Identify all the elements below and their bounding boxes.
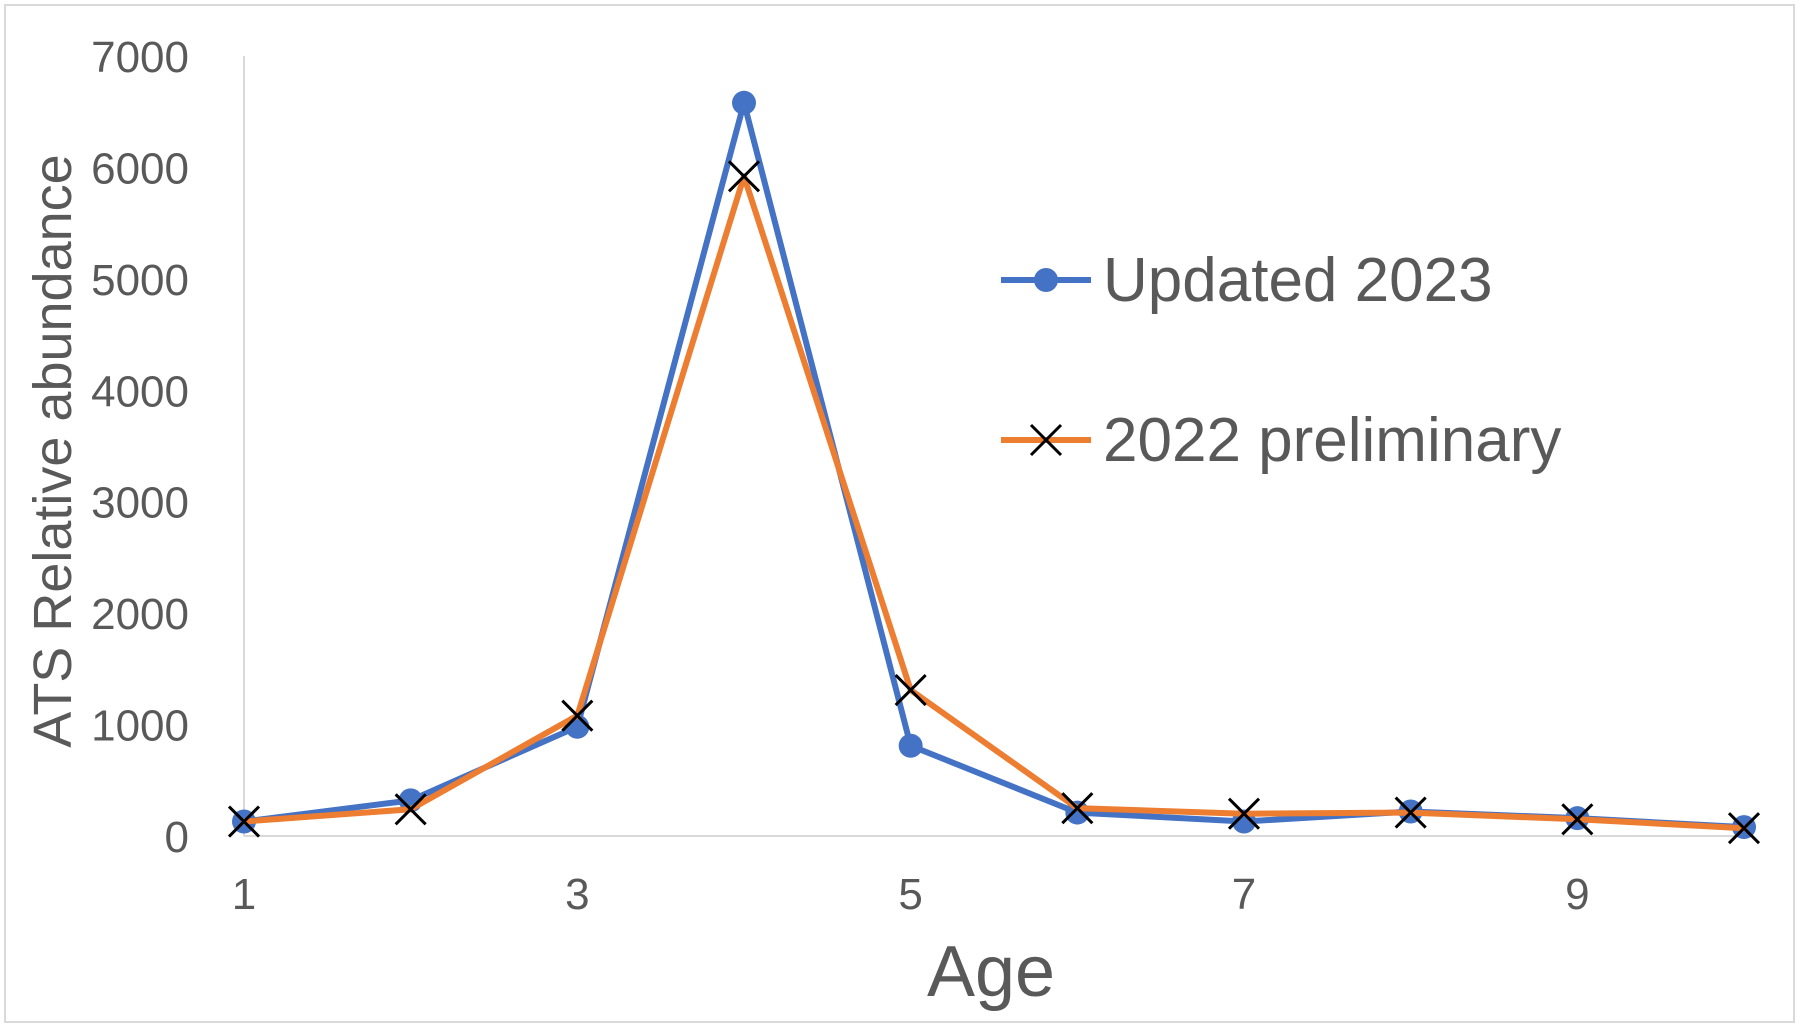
y-tick-label: 3000 bbox=[91, 479, 189, 528]
line-chart: 0 1000 2000 3000 4000 5000 6000 7000 1 3 5 7 9 Age A… bbox=[23, 33, 1761, 1012]
x-tick-label: 3 bbox=[565, 870, 589, 919]
data-point-2022-preliminary bbox=[727, 160, 761, 193]
legend-marker-circle bbox=[1034, 268, 1058, 292]
legend: Updated 2023 2022 preliminary bbox=[1001, 246, 1561, 475]
legend-marker-x bbox=[1029, 423, 1063, 457]
x-axis-title: Age bbox=[927, 932, 1055, 1012]
x-tick-label: 5 bbox=[898, 870, 922, 919]
y-tick-label: 2000 bbox=[91, 590, 189, 639]
x-tick-label: 9 bbox=[1565, 870, 1589, 919]
y-tick-label: 4000 bbox=[91, 367, 189, 416]
data-point-2022-preliminary bbox=[561, 699, 594, 732]
y-tick-label: 7000 bbox=[91, 33, 189, 82]
x-tick-label: 7 bbox=[1232, 870, 1256, 919]
data-point-updated-2023 bbox=[898, 733, 923, 758]
legend-item-updated-2023: Updated 2023 bbox=[1001, 246, 1493, 315]
y-tick-label: 1000 bbox=[91, 702, 189, 751]
data-point-2022-preliminary bbox=[1561, 803, 1594, 836]
data-point-2022-preliminary bbox=[894, 673, 927, 707]
data-point-2022-preliminary bbox=[394, 793, 427, 826]
y-axis-title: ATS Relative abundance bbox=[23, 154, 83, 747]
data-point-2022-preliminary bbox=[1394, 796, 1427, 829]
x-tick-label: 1 bbox=[232, 870, 256, 919]
series-line-2022-preliminary bbox=[241, 173, 1747, 832]
data-point-2022-preliminary bbox=[1727, 812, 1761, 845]
chart-frame: 0 1000 2000 3000 4000 5000 6000 7000 1 3 5 7 9 Age A… bbox=[4, 4, 1795, 1023]
y-tick-label: 6000 bbox=[91, 144, 189, 193]
y-tick-label: 0 bbox=[165, 813, 189, 862]
legend-item-2022-preliminary: 2022 preliminary bbox=[1001, 406, 1561, 475]
legend-label-updated-2023: Updated 2023 bbox=[1103, 246, 1493, 315]
data-point-2022-preliminary bbox=[1061, 792, 1094, 825]
data-point-updated-2023 bbox=[732, 90, 756, 115]
data-point-2022-preliminary bbox=[1227, 797, 1261, 830]
y-tick-label: 5000 bbox=[91, 256, 189, 305]
data-point-2022-preliminary bbox=[227, 805, 261, 838]
plot-area: 0 1000 2000 3000 4000 5000 6000 7000 1 3 5 7 9 bbox=[91, 33, 1761, 919]
legend-label-2022-preliminary: 2022 preliminary bbox=[1103, 406, 1561, 475]
